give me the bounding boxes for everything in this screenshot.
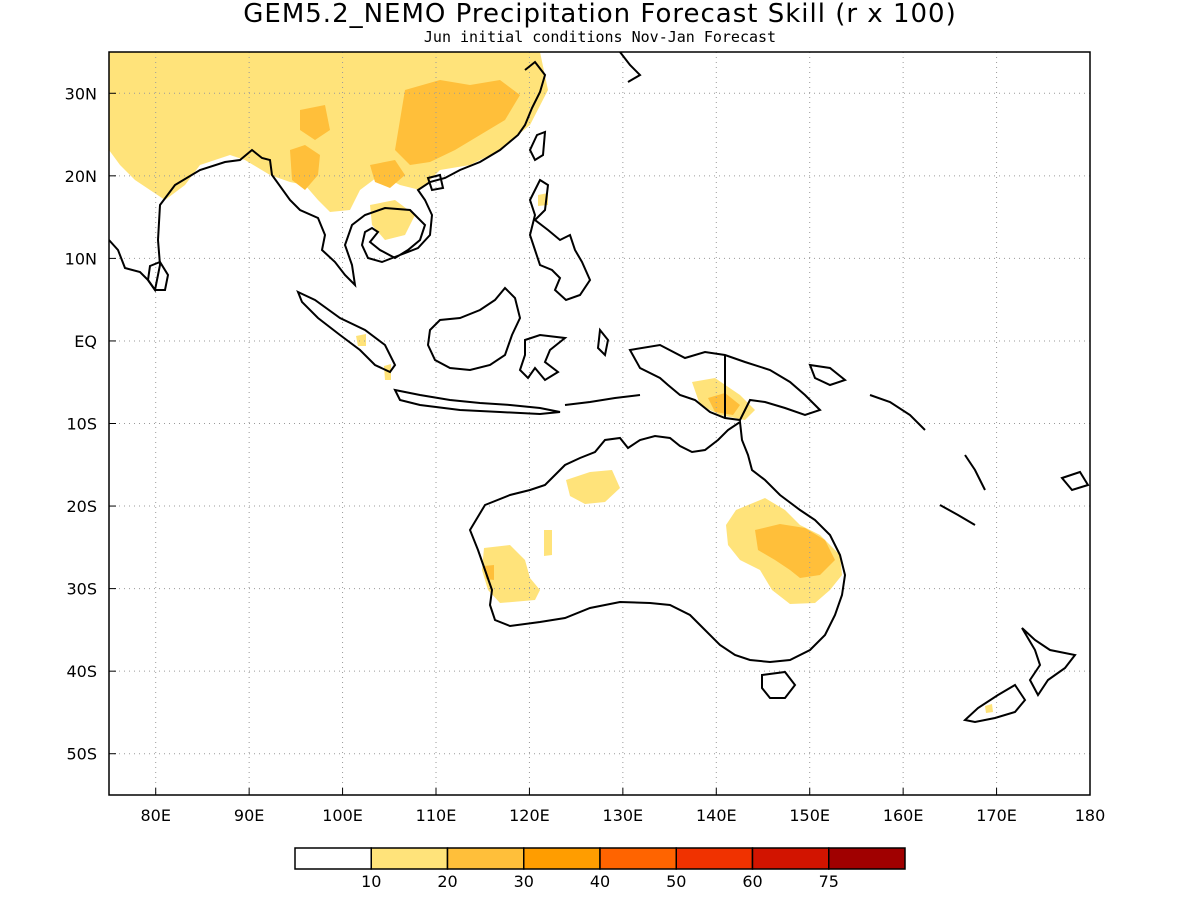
coast-hainan — [426, 173, 445, 192]
shade-nw-australia — [566, 470, 620, 504]
coast-sulawesi — [518, 333, 568, 382]
coast-asia-mainland — [109, 60, 547, 293]
shade-myanmar — [290, 145, 320, 190]
shade-nz — [985, 704, 993, 713]
lat-tick-label: 30S — [66, 580, 97, 599]
lon-tick-label: 100E — [322, 806, 363, 825]
shade-laos — [370, 160, 405, 188]
colorbar-swatch — [751, 847, 830, 870]
lat-tick-label: 20N — [65, 167, 97, 186]
shade-java — [384, 364, 391, 380]
coast-vanuatu — [964, 454, 986, 491]
colorbar: 10 20 30 40 50 60 75 — [294, 847, 906, 891]
colorbar-swatch — [675, 847, 754, 870]
shade-sw-australia — [482, 545, 540, 603]
colorbar-swatch — [294, 847, 372, 870]
colorbar-label: 10 — [361, 872, 381, 891]
shade-queensland-core — [755, 524, 835, 578]
coast-sumatra — [296, 290, 397, 374]
lat-tick-label: 50S — [66, 745, 97, 764]
colorbar-label: 75 — [819, 872, 839, 891]
coast-lesser-sundas — [564, 394, 641, 406]
shade-wa-strip — [544, 530, 552, 556]
colorbar-swatch — [446, 847, 525, 870]
axis-ticks: 80E 90E 100E 110E 120E 130E 140E 150E 160E 170E 18… — [65, 84, 1106, 825]
lat-tick-label: 10S — [66, 415, 97, 434]
map-subtitle: Jun initial conditions Nov-Jan Forecast — [423, 28, 777, 46]
coast-sri-lanka — [146, 260, 170, 291]
colorbar-label: 20 — [437, 872, 457, 891]
lon-tick-label: 140E — [696, 806, 737, 825]
coast-korea — [619, 52, 642, 83]
lat-tick-label: 40S — [66, 662, 97, 681]
coast-philippines — [528, 178, 592, 302]
coast-maluku — [596, 327, 610, 358]
coast-new-britain — [808, 363, 848, 387]
coast-nz-south — [962, 683, 1027, 724]
colorbar-swatch — [370, 847, 449, 870]
colorbar-label: 40 — [590, 872, 610, 891]
coast-tasmania — [761, 670, 797, 699]
coast-new-guinea — [628, 343, 822, 422]
lon-tick-label: 110E — [416, 806, 457, 825]
shade-tibet-north — [300, 105, 330, 140]
lon-tick-label: 90E — [234, 806, 264, 825]
coast-nz-north — [1021, 627, 1077, 697]
lat-tick-label: EQ — [74, 332, 97, 351]
colorbar-swatch — [599, 847, 677, 870]
shade-sumatra — [356, 334, 366, 346]
lat-tick-label: 30N — [65, 84, 97, 103]
lon-tick-label: 180 — [1075, 806, 1106, 825]
coast-borneo — [426, 286, 522, 372]
coast-solomons — [869, 394, 926, 431]
lon-tick-label: 170E — [976, 806, 1017, 825]
coastlines — [109, 52, 1090, 724]
lat-tick-label: 20S — [66, 497, 97, 516]
coast-fiji — [1060, 470, 1090, 492]
lon-tick-label: 120E — [509, 806, 550, 825]
map-title: GEM5.2_NEMO Precipitation Forecast Skill… — [243, 0, 957, 29]
lon-tick-label: 80E — [140, 806, 170, 825]
lon-tick-label: 130E — [603, 806, 644, 825]
lat-tick-label: 10N — [65, 249, 97, 268]
colorbar-label: 60 — [742, 872, 762, 891]
coast-australia — [468, 420, 847, 664]
colorbar-swatch — [828, 847, 906, 870]
coast-taiwan — [528, 130, 547, 162]
colorbar-label: 50 — [666, 872, 686, 891]
coast-java — [393, 388, 561, 416]
colorbar-label: 30 — [514, 872, 534, 891]
coast-new-caledonia — [939, 504, 976, 526]
lon-tick-label: 150E — [789, 806, 830, 825]
skill-shading — [109, 52, 993, 713]
colorbar-swatch — [523, 847, 601, 870]
shade-south-china — [395, 80, 520, 165]
lon-tick-label: 160E — [883, 806, 924, 825]
